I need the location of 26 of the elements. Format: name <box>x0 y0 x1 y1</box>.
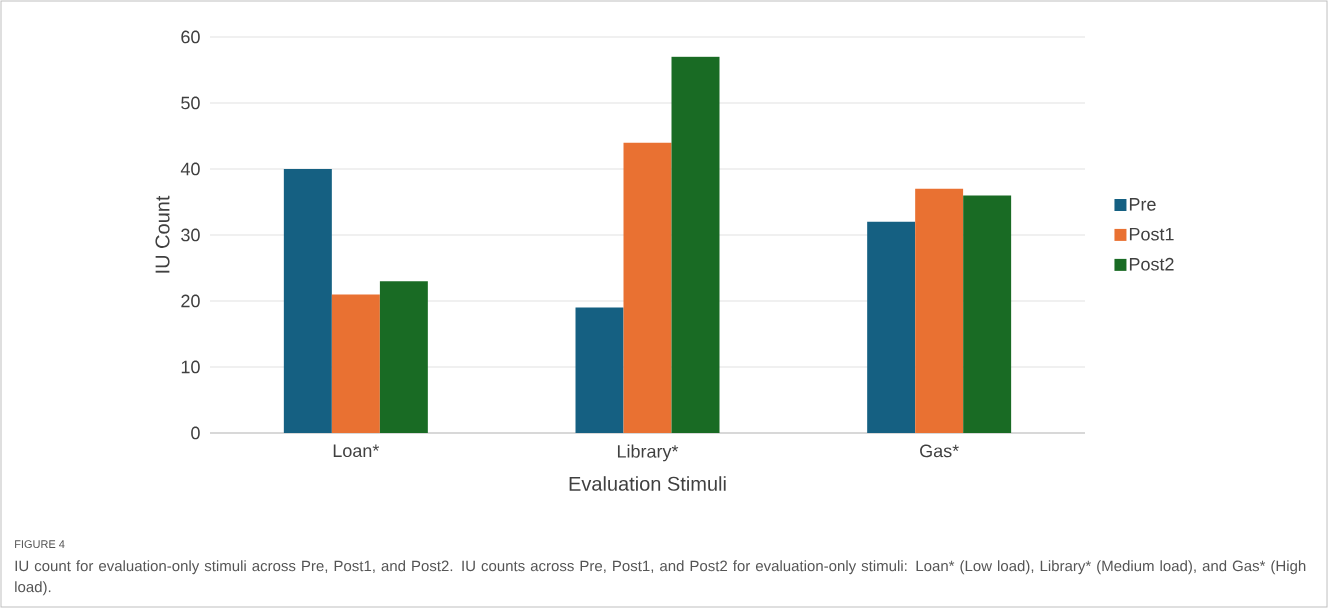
y-tick-label: 10 <box>181 360 200 374</box>
x-tick-label: Gas* <box>920 444 959 458</box>
y-tick-label: 50 <box>181 96 200 110</box>
bar <box>575 307 624 433</box>
bar <box>331 294 380 433</box>
bar <box>915 188 964 433</box>
y-tick-label: 60 <box>181 30 200 44</box>
y-tick-label: 40 <box>180 162 200 176</box>
x-tick-label: Loan* <box>333 444 380 458</box>
bar <box>867 221 916 433</box>
bar <box>671 56 720 433</box>
y-tick-label: 30 <box>181 228 200 242</box>
y-tick-label: 0 <box>191 426 200 440</box>
bar <box>623 142 672 433</box>
y-axis-title: IU Count <box>155 195 170 273</box>
bar <box>379 281 428 433</box>
bar <box>963 195 1012 433</box>
text: IU count for evaluation-only stimuli across Pre, Post1, and Post2. IU counts across Pre, Post1, and Post2 for evaluation-only stimuli: Loan* (Low load), Library* (Medium load), and Gas* (High load). <box>15 560 1306 596</box>
legend-label: Post2 <box>1129 257 1174 271</box>
legend-label: Post1 <box>1129 227 1174 241</box>
legend-label: Pre <box>1129 198 1156 211</box>
caption: FIGURE 4 <box>15 540 65 548</box>
x-tick-label: Library* <box>617 444 679 462</box>
y-tick-label: 20 <box>181 294 200 308</box>
x-axis-title: Evaluation Stimuli <box>569 476 726 491</box>
bar <box>283 169 332 433</box>
